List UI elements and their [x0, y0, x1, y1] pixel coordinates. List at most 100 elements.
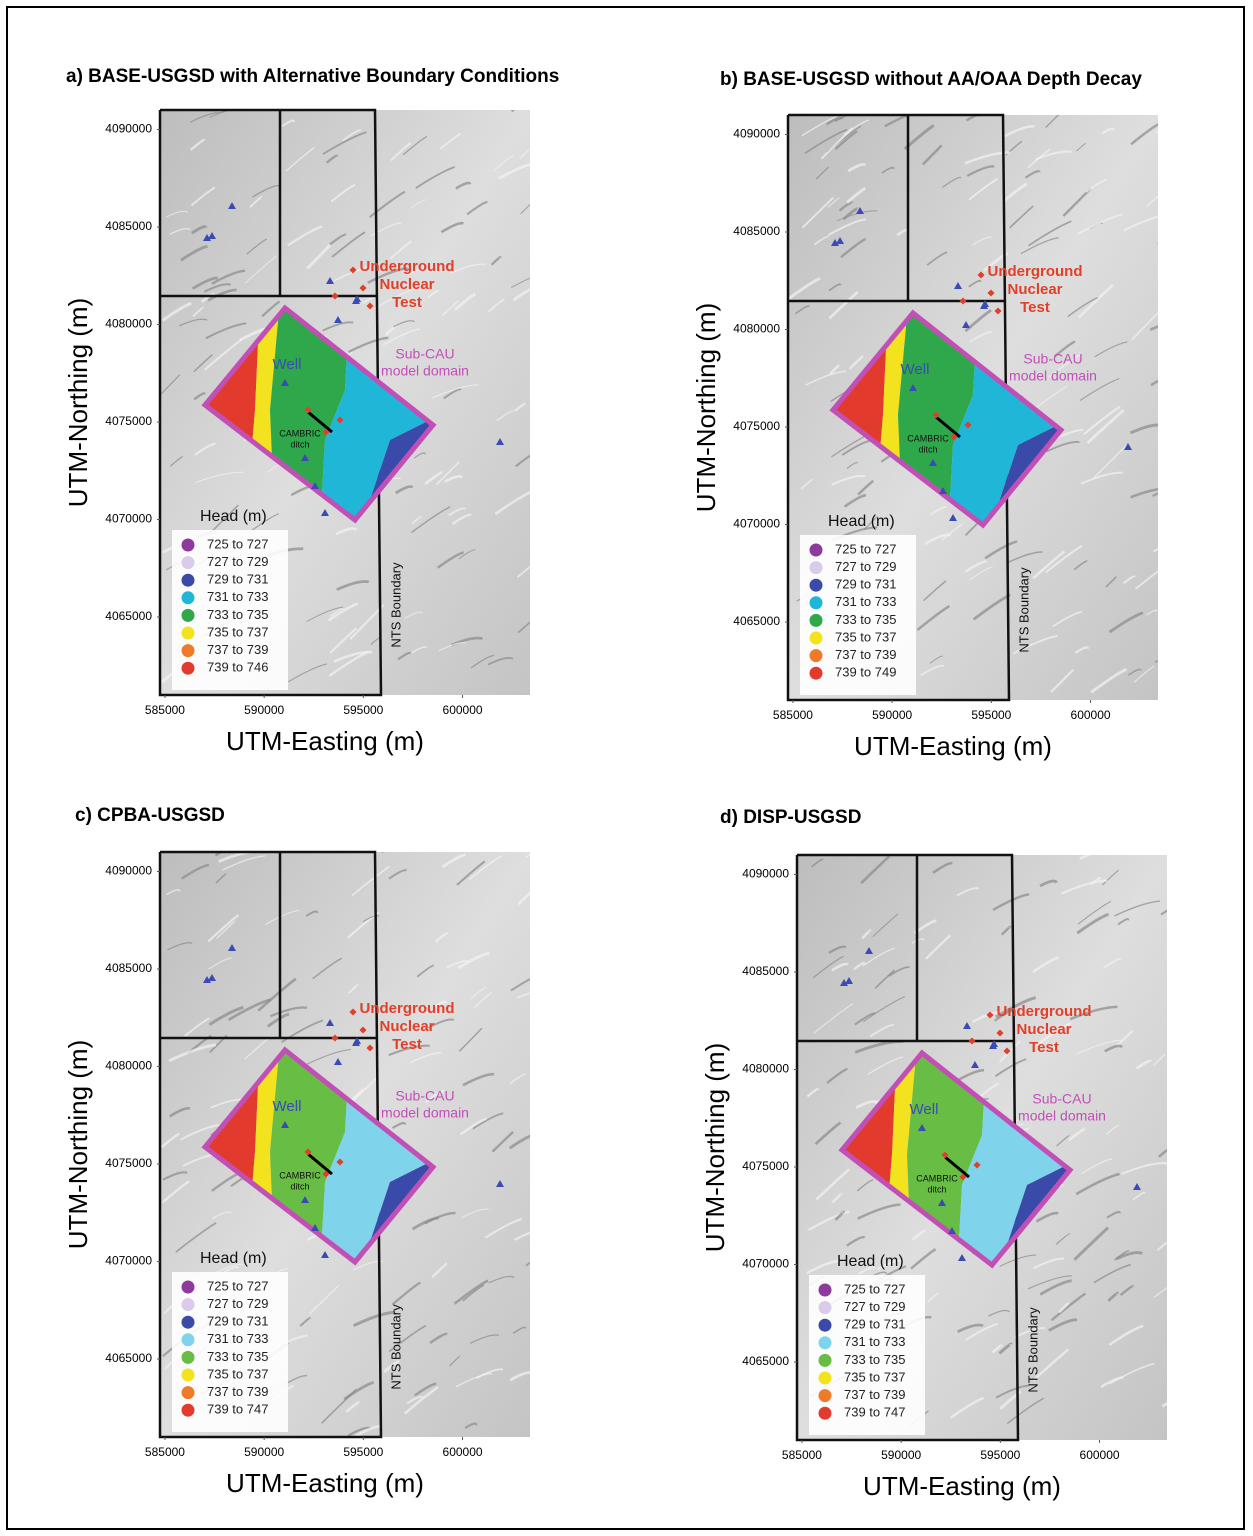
x-tick-label: 600000 [1071, 708, 1111, 722]
ridge [526, 1245, 557, 1266]
x-axis-label: UTM-Easting (m) [863, 1471, 1061, 1501]
domain-label: model domain [381, 1105, 469, 1121]
well-label: Well [273, 1098, 302, 1115]
legend-swatch [182, 556, 195, 569]
map-panel: a) BASE-USGSD with Alternative Boundary … [40, 55, 600, 775]
domain-label: model domain [1009, 368, 1097, 384]
y-tick-label: 4080000 [105, 1059, 152, 1073]
y-tick-label: 4085000 [733, 224, 780, 238]
y-tick-label: 4070000 [742, 1257, 789, 1271]
x-tick-label: 600000 [443, 1445, 483, 1459]
y-tick-label: 4070000 [105, 512, 152, 526]
ditch-label: CAMBRIC [279, 428, 321, 438]
legend-label: 739 to 749 [835, 665, 896, 680]
panel-title: a) BASE-USGSD with Alternative Boundary … [66, 66, 559, 87]
ridge [1162, 1384, 1206, 1406]
boundary-label: NTS Boundary [1025, 1307, 1040, 1393]
test-label: Underground [997, 1003, 1092, 1020]
y-axis-label: UTM-Northing (m) [63, 1040, 93, 1249]
x-tick-label: 585000 [782, 1448, 822, 1462]
legend-label: 735 to 737 [207, 1366, 268, 1381]
legend-label: 729 to 731 [207, 1314, 268, 1329]
x-tick-label: 590000 [881, 1448, 921, 1462]
legend-swatch [182, 591, 195, 604]
legend-label: 727 to 729 [207, 1296, 268, 1311]
legend-label: 733 to 735 [207, 607, 268, 622]
legend-label: 739 to 747 [207, 1402, 268, 1417]
page: (() => { const data = JSON.parse(documen… [0, 0, 1253, 1536]
ridge [511, 98, 530, 111]
legend-label: 739 to 746 [207, 660, 268, 675]
ditch-label: ditch [927, 1184, 946, 1194]
y-tick-label: 4070000 [105, 1254, 152, 1268]
legend-swatch [819, 1284, 832, 1297]
x-tick-label: 590000 [244, 1445, 284, 1459]
ridge [1155, 649, 1182, 662]
test-label: Test [1029, 1039, 1059, 1056]
boundary-label: NTS Boundary [388, 1304, 403, 1390]
y-tick-label: 4080000 [733, 322, 780, 336]
legend-swatch [182, 1369, 195, 1382]
legend-label: 727 to 729 [207, 554, 268, 569]
y-tick-label: 4065000 [105, 609, 152, 623]
legend-swatch [810, 544, 823, 557]
legend-label: 733 to 735 [835, 612, 896, 627]
legend-swatch [819, 1336, 832, 1349]
well-label: Well [273, 356, 302, 373]
legend-swatch [819, 1319, 832, 1332]
legend-swatch [182, 1316, 195, 1329]
x-tick-label: 585000 [773, 708, 813, 722]
legend-label: 731 to 733 [207, 589, 268, 604]
x-axis-label: UTM-Easting (m) [854, 731, 1052, 761]
legend-swatch [819, 1407, 832, 1420]
ditch-label: ditch [918, 444, 937, 454]
legend-swatch [819, 1301, 832, 1314]
y-axis-label: UTM-Northing (m) [691, 303, 721, 512]
domain-label: model domain [1018, 1108, 1106, 1124]
well-label: Well [901, 361, 930, 378]
legend-swatch [810, 614, 823, 627]
legend-swatch [810, 649, 823, 662]
y-tick-label: 4070000 [733, 517, 780, 531]
legend-label: 727 to 729 [844, 1299, 905, 1314]
legend-label: 735 to 737 [844, 1369, 905, 1384]
legend-label: 731 to 733 [207, 1331, 268, 1346]
domain-label: Sub-CAU [1023, 351, 1082, 367]
y-axis-label: UTM-Northing (m) [63, 298, 93, 507]
ditch-label: ditch [290, 439, 309, 449]
ditch-label: CAMBRIC [279, 1170, 321, 1180]
y-tick-label: 4075000 [733, 419, 780, 433]
legend-label: 725 to 727 [844, 1281, 905, 1296]
legend-label: 739 to 747 [844, 1405, 905, 1420]
legend-label: 725 to 727 [207, 536, 268, 551]
legend-swatch [182, 627, 195, 640]
legend-swatch [182, 1404, 195, 1417]
x-tick-label: 585000 [145, 703, 185, 717]
legend-swatch [182, 574, 195, 587]
legend-title: Head (m) [200, 508, 267, 525]
legend-swatch [819, 1389, 832, 1402]
domain-label: Sub-CAU [395, 1088, 454, 1104]
legend-swatch [810, 667, 823, 680]
legend-label: 737 to 739 [207, 642, 268, 657]
legend-label: 727 to 729 [835, 559, 896, 574]
y-tick-label: 4075000 [105, 414, 152, 428]
legend-label: 737 to 739 [207, 1384, 268, 1399]
test-label: Underground [988, 263, 1083, 280]
legend-swatch [819, 1354, 832, 1367]
y-tick-label: 4085000 [105, 961, 152, 975]
ditch-label: CAMBRIC [916, 1173, 958, 1183]
ridge [1153, 534, 1196, 551]
legend-title: Head (m) [200, 1250, 267, 1267]
legend-label: 733 to 735 [844, 1352, 905, 1367]
map-panel: b) BASE-USGSD without AA/OAA Depth Decay… [668, 60, 1228, 780]
panel-title: d) DISP-USGSD [720, 807, 861, 828]
domain-label: Sub-CAU [1032, 1091, 1091, 1107]
ditch-label: ditch [290, 1181, 309, 1191]
ridge [1165, 1154, 1191, 1164]
legend-swatch [182, 1351, 195, 1364]
ditch-label: CAMBRIC [907, 433, 949, 443]
x-tick-label: 590000 [244, 703, 284, 717]
test-label: Test [392, 1036, 422, 1053]
legend-swatch [182, 662, 195, 675]
